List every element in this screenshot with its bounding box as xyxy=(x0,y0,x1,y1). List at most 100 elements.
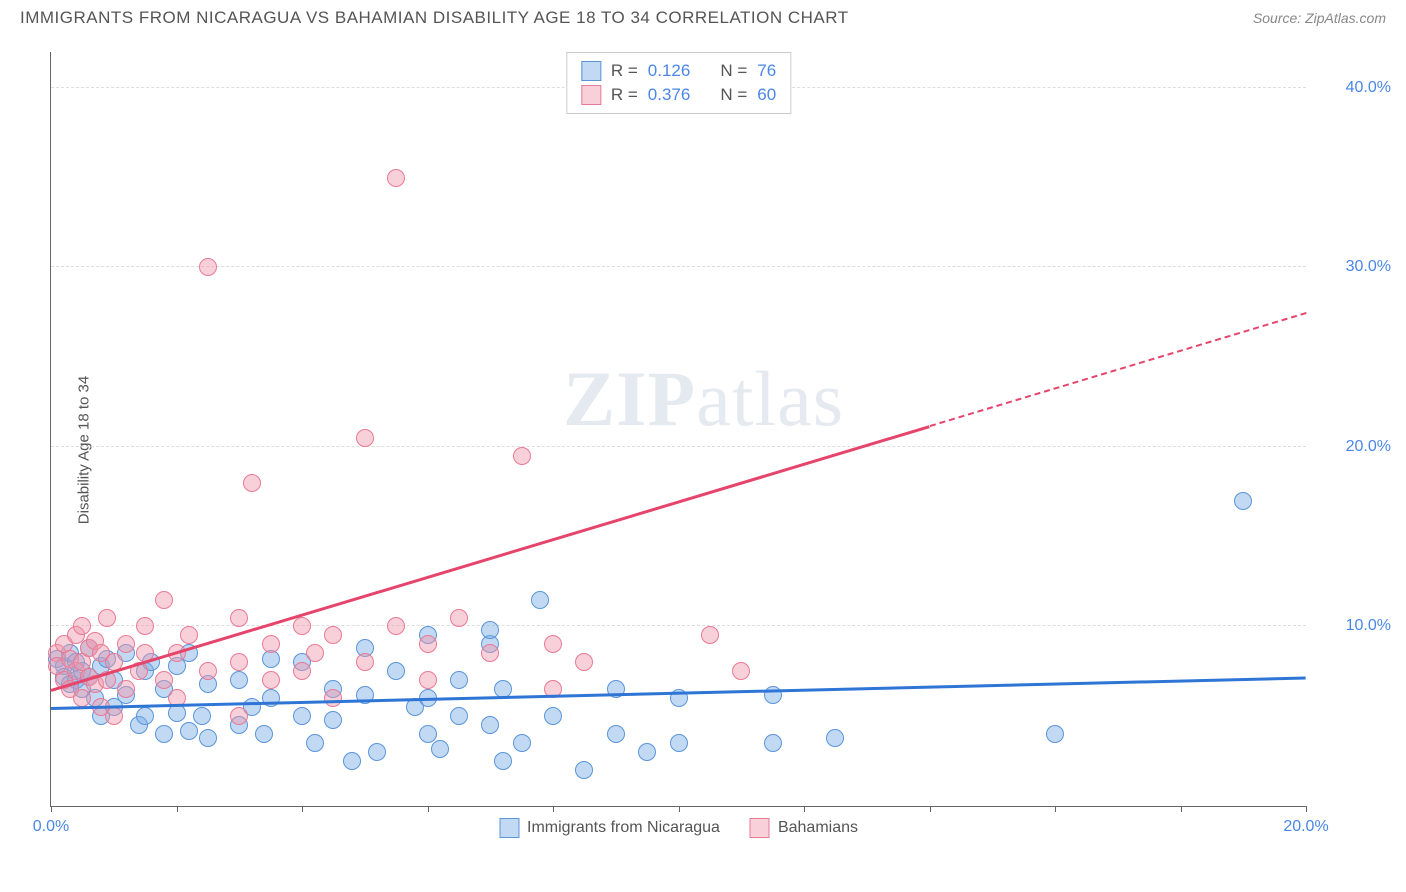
data-point xyxy=(387,662,405,680)
legend-label-series2: Bahamians xyxy=(778,819,858,837)
x-tick xyxy=(930,806,931,812)
data-point xyxy=(481,644,499,662)
legend-row-series1: R = 0.126 N = 76 xyxy=(581,59,776,83)
data-point xyxy=(1234,492,1252,510)
x-tick xyxy=(553,806,554,812)
data-point xyxy=(575,761,593,779)
data-point xyxy=(419,635,437,653)
data-point xyxy=(607,725,625,743)
legend-n-value-2: 60 xyxy=(757,85,776,105)
data-point xyxy=(544,635,562,653)
data-point xyxy=(255,725,273,743)
data-point xyxy=(575,653,593,671)
data-point xyxy=(431,740,449,758)
legend-r-value-1: 0.126 xyxy=(648,61,691,81)
y-tick-label: 20.0% xyxy=(1346,438,1391,456)
y-tick-label: 40.0% xyxy=(1346,79,1391,97)
watermark-light: atlas xyxy=(696,355,844,442)
data-point xyxy=(306,644,324,662)
legend-item-series2: Bahamians xyxy=(750,818,858,838)
legend-series-box: Immigrants from Nicaragua Bahamians xyxy=(499,818,858,838)
x-tick-label: 0.0% xyxy=(33,818,69,836)
watermark-bold: ZIP xyxy=(563,355,696,442)
data-point xyxy=(544,707,562,725)
data-point xyxy=(450,671,468,689)
data-point xyxy=(387,169,405,187)
plot-area: ZIPatlas R = 0.126 N = 76 R = 0.376 N = … xyxy=(50,52,1306,807)
data-point xyxy=(531,591,549,609)
data-point xyxy=(180,626,198,644)
data-point xyxy=(1046,725,1064,743)
x-tick xyxy=(804,806,805,812)
data-point xyxy=(513,734,531,752)
legend-swatch-series1-b xyxy=(499,818,519,838)
x-tick xyxy=(1306,806,1307,812)
data-point xyxy=(481,621,499,639)
x-tick xyxy=(1181,806,1182,812)
legend-n-label-2: N = xyxy=(720,85,747,105)
source-label: Source: ZipAtlas.com xyxy=(1253,10,1386,26)
data-point xyxy=(670,734,688,752)
x-tick xyxy=(51,806,52,812)
legend-r-value-2: 0.376 xyxy=(648,85,691,105)
data-point xyxy=(513,447,531,465)
data-point xyxy=(293,707,311,725)
data-point xyxy=(764,734,782,752)
trend-line-dash xyxy=(929,312,1306,427)
data-point xyxy=(136,617,154,635)
data-point xyxy=(450,609,468,627)
data-point xyxy=(262,635,280,653)
data-point xyxy=(73,689,91,707)
legend-r-label-2: R = xyxy=(611,85,638,105)
data-point xyxy=(155,725,173,743)
watermark: ZIPatlas xyxy=(563,354,844,444)
data-point xyxy=(419,671,437,689)
chart-container: Disability Age 18 to 34 ZIPatlas R = 0.1… xyxy=(0,32,1406,867)
data-point xyxy=(481,716,499,734)
x-tick xyxy=(679,806,680,812)
data-point xyxy=(105,707,123,725)
data-point xyxy=(343,752,361,770)
data-point xyxy=(262,671,280,689)
data-point xyxy=(494,752,512,770)
data-point xyxy=(306,734,324,752)
data-point xyxy=(732,662,750,680)
chart-title: IMMIGRANTS FROM NICARAGUA VS BAHAMIAN DI… xyxy=(20,8,849,28)
data-point xyxy=(324,711,342,729)
legend-item-series1: Immigrants from Nicaragua xyxy=(499,818,720,838)
data-point xyxy=(701,626,719,644)
data-point xyxy=(356,429,374,447)
data-point xyxy=(199,729,217,747)
legend-swatch-series2 xyxy=(581,85,601,105)
data-point xyxy=(356,653,374,671)
data-point xyxy=(243,474,261,492)
data-point xyxy=(199,662,217,680)
legend-swatch-series1 xyxy=(581,61,601,81)
legend-n-value-1: 76 xyxy=(757,61,776,81)
data-point xyxy=(450,707,468,725)
data-point xyxy=(368,743,386,761)
legend-n-label: N = xyxy=(720,61,747,81)
x-tick xyxy=(177,806,178,812)
gridline xyxy=(51,266,1306,267)
data-point xyxy=(826,729,844,747)
data-point xyxy=(230,671,248,689)
data-point xyxy=(387,617,405,635)
legend-r-label: R = xyxy=(611,61,638,81)
data-point xyxy=(117,635,135,653)
x-tick xyxy=(302,806,303,812)
data-point xyxy=(324,689,342,707)
legend-row-series2: R = 0.376 N = 60 xyxy=(581,83,776,107)
data-point xyxy=(230,609,248,627)
data-point xyxy=(155,591,173,609)
data-point xyxy=(155,671,173,689)
x-tick xyxy=(428,806,429,812)
legend-label-series1: Immigrants from Nicaragua xyxy=(527,819,720,837)
data-point xyxy=(98,609,116,627)
data-point xyxy=(262,689,280,707)
data-point xyxy=(638,743,656,761)
data-point xyxy=(180,722,198,740)
x-tick-label: 20.0% xyxy=(1283,818,1328,836)
data-point xyxy=(199,258,217,276)
data-point xyxy=(230,707,248,725)
